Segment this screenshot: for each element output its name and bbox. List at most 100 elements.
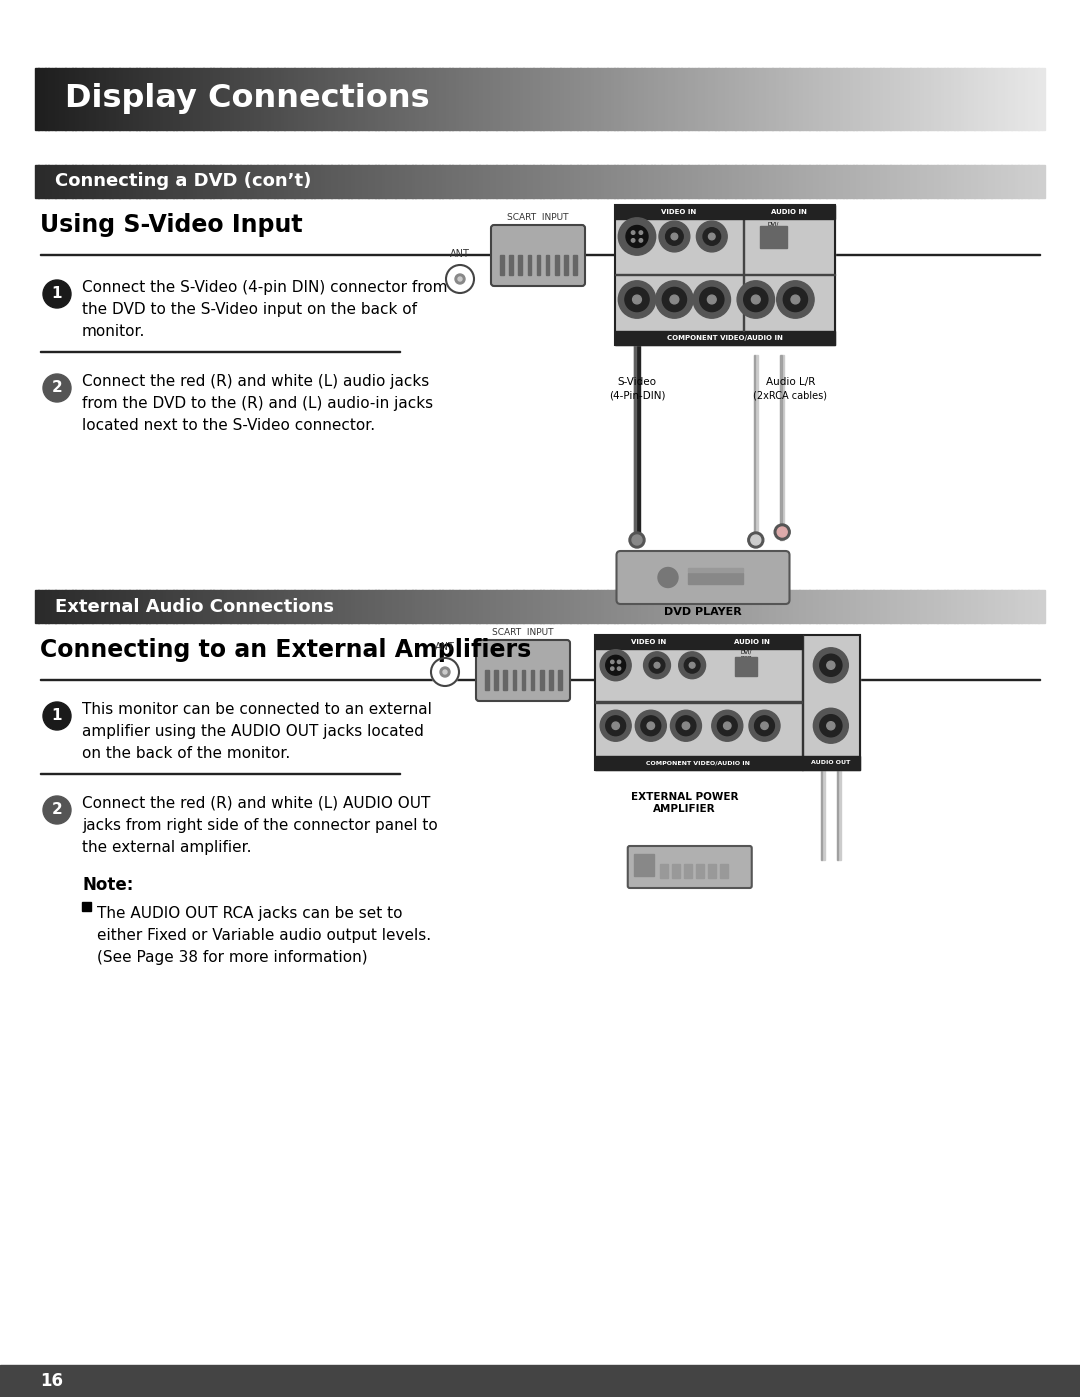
Bar xyxy=(392,165,395,198)
Bar xyxy=(130,165,133,198)
Bar xyxy=(35,165,39,198)
Bar xyxy=(294,165,298,198)
Bar xyxy=(850,68,853,130)
Bar xyxy=(595,756,801,770)
Bar xyxy=(62,165,66,198)
Bar xyxy=(837,770,838,861)
Bar xyxy=(109,165,113,198)
Bar xyxy=(887,68,891,130)
Bar xyxy=(470,165,473,198)
Bar xyxy=(721,590,726,623)
Bar xyxy=(604,68,608,130)
Bar xyxy=(65,590,69,623)
Bar xyxy=(318,165,322,198)
Bar xyxy=(813,165,816,198)
Bar xyxy=(345,68,349,130)
Bar xyxy=(634,68,638,130)
Bar xyxy=(820,590,823,623)
Bar xyxy=(540,590,544,623)
Circle shape xyxy=(778,527,787,536)
Bar xyxy=(545,256,550,275)
Bar xyxy=(519,165,524,198)
Circle shape xyxy=(751,535,760,545)
Bar xyxy=(435,590,440,623)
Circle shape xyxy=(712,710,743,742)
Bar xyxy=(72,590,76,623)
Text: R: R xyxy=(754,286,758,292)
Bar xyxy=(971,68,975,130)
Bar xyxy=(694,165,699,198)
Bar xyxy=(324,590,328,623)
Bar xyxy=(483,590,487,623)
Bar xyxy=(648,165,651,198)
Text: Connect the red (R) and white (L) AUDIO OUT
jacks from right side of the connect: Connect the red (R) and white (L) AUDIO … xyxy=(82,796,437,855)
Bar xyxy=(462,68,467,130)
Bar xyxy=(153,68,157,130)
Bar xyxy=(130,68,133,130)
Bar xyxy=(618,68,621,130)
Bar xyxy=(588,68,591,130)
Bar xyxy=(995,165,998,198)
Bar xyxy=(866,590,870,623)
Bar xyxy=(518,256,522,275)
Bar xyxy=(176,590,180,623)
Bar xyxy=(1004,590,1009,623)
Circle shape xyxy=(455,274,465,284)
Bar xyxy=(378,68,382,130)
Bar xyxy=(546,590,551,623)
Bar xyxy=(577,165,581,198)
Bar xyxy=(931,68,934,130)
Bar xyxy=(500,256,503,275)
Circle shape xyxy=(431,658,459,686)
Bar xyxy=(937,165,941,198)
Bar xyxy=(880,68,883,130)
Bar xyxy=(678,68,681,130)
Bar xyxy=(45,590,49,623)
Bar xyxy=(160,68,163,130)
Bar xyxy=(688,68,692,130)
Bar xyxy=(402,590,406,623)
Bar xyxy=(557,590,561,623)
Bar xyxy=(615,331,835,345)
Circle shape xyxy=(665,228,684,246)
Bar xyxy=(224,590,228,623)
Bar xyxy=(453,165,457,198)
Bar xyxy=(715,68,719,130)
Bar xyxy=(96,165,99,198)
Bar xyxy=(702,68,705,130)
Bar xyxy=(1001,68,1005,130)
Text: Connect the red (R) and white (L) audio jacks
from the DVD to the (R) and (L) au: Connect the red (R) and white (L) audio … xyxy=(82,374,433,433)
Bar xyxy=(543,590,548,623)
Bar xyxy=(375,68,379,130)
Bar xyxy=(133,165,136,198)
Bar xyxy=(954,590,958,623)
Bar xyxy=(594,590,597,623)
Bar xyxy=(146,590,150,623)
Bar xyxy=(126,165,130,198)
Bar xyxy=(958,165,961,198)
Bar xyxy=(964,68,968,130)
Bar xyxy=(920,590,924,623)
Bar xyxy=(964,590,968,623)
Circle shape xyxy=(43,374,71,402)
Bar xyxy=(362,165,365,198)
Bar xyxy=(642,165,645,198)
Bar xyxy=(89,68,93,130)
Bar xyxy=(901,590,904,623)
Bar xyxy=(931,165,934,198)
Bar xyxy=(305,165,308,198)
Circle shape xyxy=(755,715,774,736)
Bar xyxy=(492,165,497,198)
Text: 2: 2 xyxy=(52,380,63,395)
Bar xyxy=(954,165,958,198)
Bar xyxy=(1008,165,1012,198)
Bar xyxy=(958,68,961,130)
Bar xyxy=(729,68,732,130)
Bar xyxy=(271,165,274,198)
Bar xyxy=(735,590,739,623)
Circle shape xyxy=(659,221,690,251)
Bar xyxy=(408,165,413,198)
Bar xyxy=(1038,590,1042,623)
Bar xyxy=(877,165,880,198)
Bar xyxy=(122,165,126,198)
